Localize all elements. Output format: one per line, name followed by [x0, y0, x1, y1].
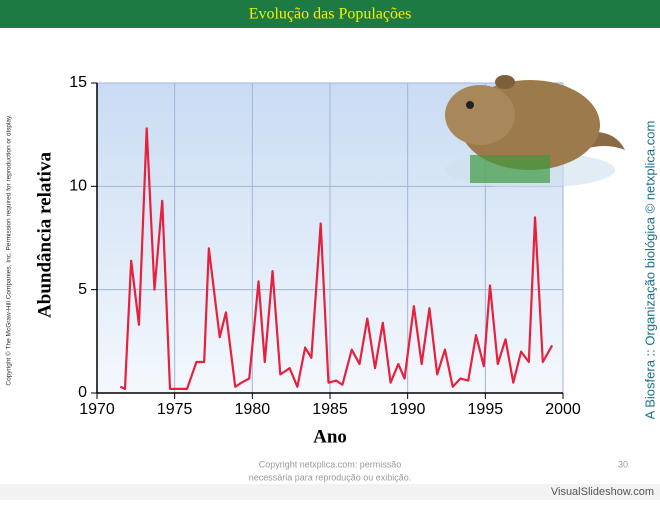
watermark-bar [0, 484, 660, 500]
copyright: Copyright © The McGraw-Hill Companies, I… [5, 114, 13, 385]
footer: necessária para reprodução ou exibição. [249, 472, 412, 482]
x-tick-label: 1995 [468, 401, 504, 418]
data-line [119, 127, 554, 390]
slide-title: Evolução das Populações [249, 6, 412, 23]
x-tick-label: 2000 [545, 401, 581, 418]
x-axis-label: Ano [313, 426, 347, 447]
x-tick-label: 1985 [312, 401, 348, 418]
y-tick-label: 15 [69, 74, 87, 91]
y-axis-label: Abundância relativa [34, 152, 55, 318]
page-number: 30 [618, 459, 628, 469]
footer: Copyright netxplica.com: permissão [259, 459, 402, 469]
watermark: VisualSlideshow.com [551, 486, 654, 498]
credit: A Biosfera :: Organização biológica © ne… [642, 121, 657, 420]
y-tick-label: 5 [78, 281, 87, 298]
x-tick-label: 1980 [235, 401, 271, 418]
x-tick-label: 1975 [157, 401, 193, 418]
illustration [445, 75, 625, 188]
x-tick-label: 1970 [79, 401, 115, 418]
y-tick-label: 10 [69, 178, 87, 195]
x-tick-label: 1990 [390, 401, 426, 418]
y-tick-label: 0 [78, 384, 87, 401]
title-bar [0, 0, 660, 28]
